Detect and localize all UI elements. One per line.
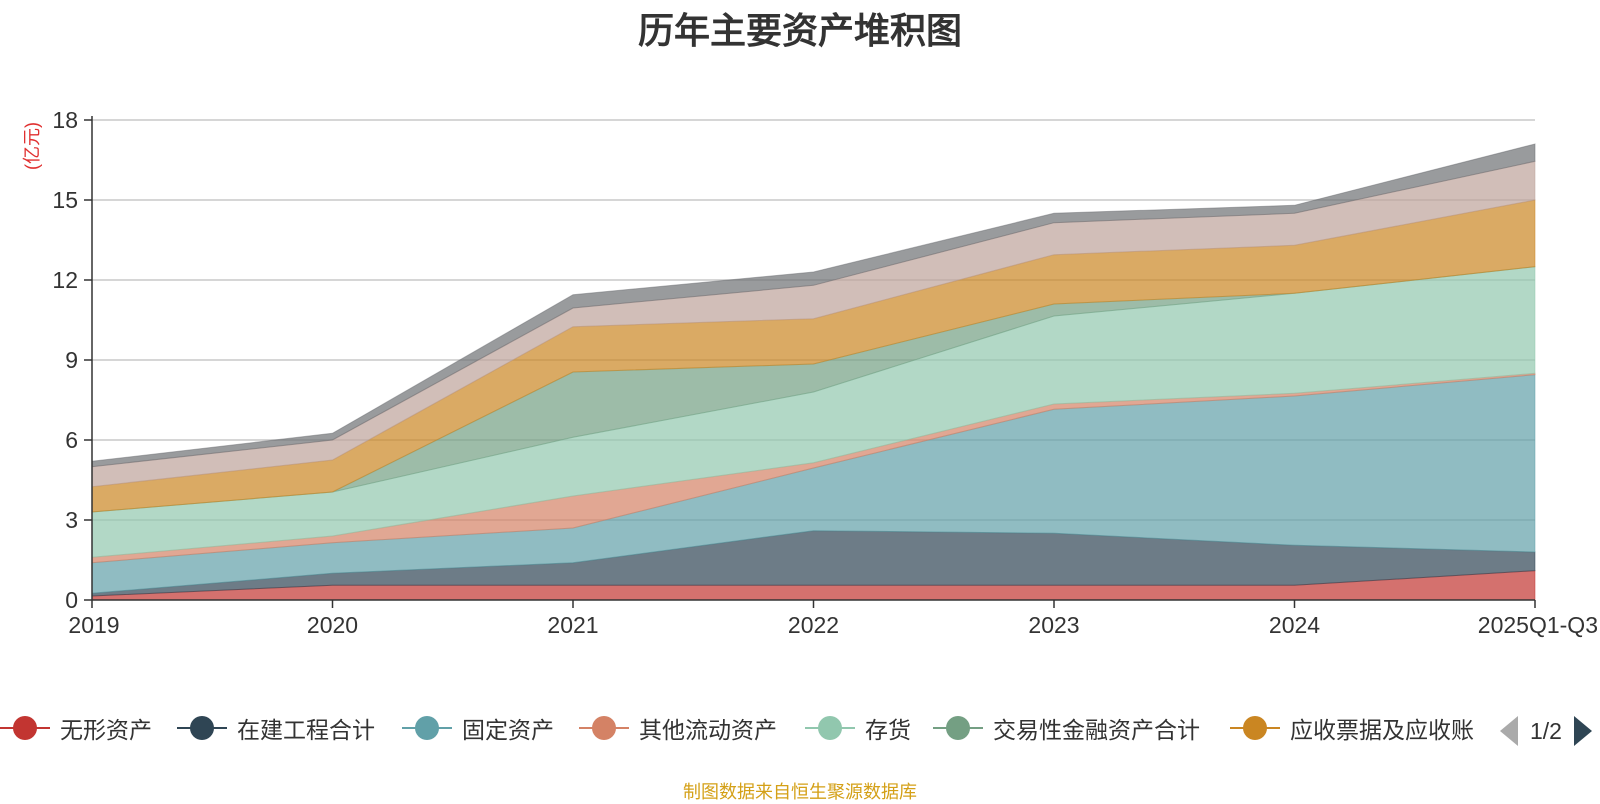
legend-marker-icon [402, 716, 452, 740]
legend-item[interactable]: 固定资产 [402, 710, 554, 746]
legend-item[interactable]: 交易性金融资产合计 [933, 710, 1200, 746]
y-axis-unit-label: (亿元) [22, 122, 42, 170]
area-layer [91, 143, 1536, 601]
legend: 无形资产 在建工程合计 固定资产 其他流动资产 存货 交易性金融资产合计 应收票据及应收账 [0, 710, 1600, 746]
y-tick-label: 12 [52, 267, 78, 293]
legend-item[interactable]: 在建工程合计 [177, 710, 375, 746]
legend-page-indicator: 1/2 [1530, 717, 1562, 744]
legend-label: 存货 [865, 717, 911, 743]
x-tick-label: 2024 [1269, 612, 1320, 638]
x-tick-label: 2021 [547, 612, 598, 638]
data-source-note: 制图数据来自恒生聚源数据库 [683, 782, 917, 802]
y-tick-label: 6 [65, 427, 78, 453]
legend-marker-icon [933, 716, 983, 740]
legend-item[interactable]: 无形资产 [0, 710, 152, 746]
legend-label: 其他流动资产 [639, 717, 777, 743]
y-tick-label: 15 [52, 187, 78, 213]
axis-layer: 0 3 6 9 12 15 18 2019 2020 2021 2022 2023 2024 2025Q1… [22, 107, 1598, 638]
legend-marker-icon [177, 716, 227, 740]
legend-item[interactable]: 其他流动资产 [579, 710, 777, 746]
legend-label: 无形资产 [60, 717, 152, 743]
legend-next-page-icon[interactable] [1573, 716, 1592, 746]
legend-label: 固定资产 [462, 717, 554, 743]
legend-item[interactable]: 应收票据及应收账 [1230, 710, 1474, 746]
x-tick-label: 2023 [1028, 612, 1079, 638]
legend-marker-icon [805, 716, 855, 740]
chart-title: 历年主要资产堆积图 [637, 10, 962, 51]
chart-canvas: 0 3 6 9 12 15 18 2019 2020 2021 2022 2023 2024 2025Q1… [22, 107, 1598, 638]
legend-marker-icon [1230, 716, 1280, 740]
legend-marker-icon [0, 716, 50, 740]
x-tick-label: 2020 [307, 612, 358, 638]
x-tick-label: 2019 [68, 612, 119, 638]
legend-item[interactable]: 存货 [805, 710, 911, 746]
legend-prev-page-icon[interactable] [1500, 716, 1518, 746]
x-tick-label: 2022 [788, 612, 839, 638]
legend-label: 交易性金融资产合计 [993, 717, 1200, 743]
legend-label: 应收票据及应收账 [1290, 717, 1474, 743]
y-tick-label: 9 [65, 347, 78, 373]
x-tick-label: 2025Q1-Q3 [1478, 612, 1598, 638]
legend-marker-icon [579, 716, 629, 740]
y-tick-label: 3 [65, 507, 78, 533]
y-tick-label: 0 [65, 587, 78, 613]
legend-pager: 1/2 [1500, 716, 1592, 746]
legend-label: 在建工程合计 [237, 717, 375, 743]
area-series-9[interactable] [91, 143, 1536, 468]
y-tick-label: 18 [52, 107, 78, 133]
